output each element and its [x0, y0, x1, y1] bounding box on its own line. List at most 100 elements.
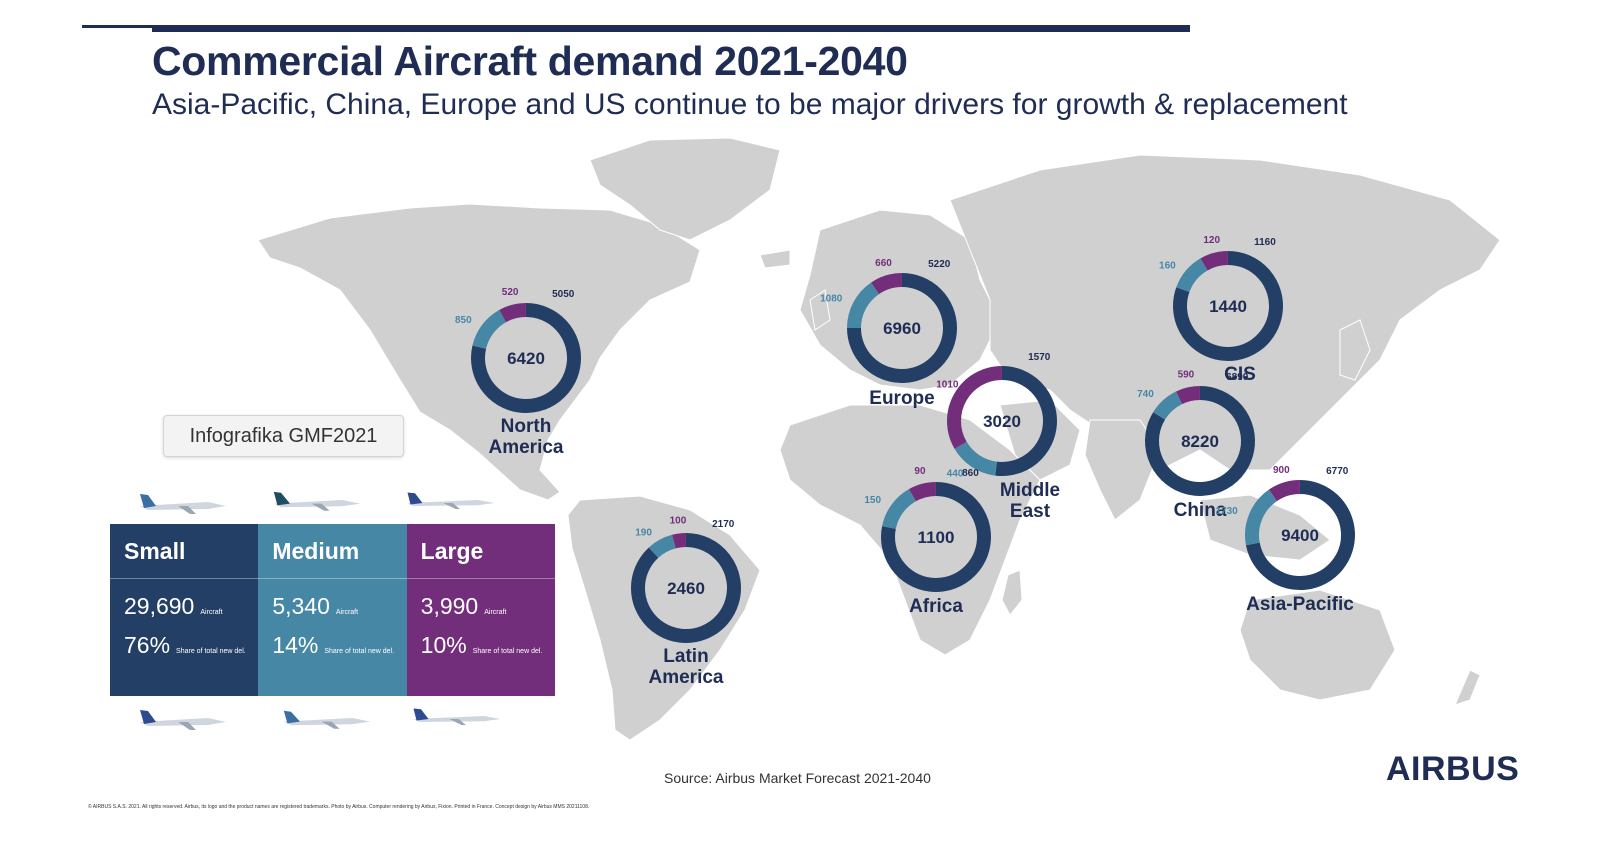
medium-aircraft-icon	[273, 491, 361, 511]
donut-segment-large	[1268, 480, 1301, 502]
donut-segment-medium	[1245, 489, 1278, 546]
region-label: East	[1010, 501, 1051, 522]
size-share-note: Share of total new del.	[472, 648, 543, 655]
map-se-asia	[1199, 494, 1331, 561]
size-share-note: Share of total new del.	[176, 648, 246, 655]
value-medium: 740	[1137, 389, 1154, 400]
donut-total: 8220	[1181, 432, 1219, 451]
donut-segment-small	[881, 482, 991, 592]
map-madagascar	[1001, 569, 1023, 616]
value-small: 2170	[712, 519, 735, 530]
size-name: Medium	[258, 524, 407, 579]
region-label: Europe	[869, 388, 934, 409]
small-aircraft-icon	[140, 710, 226, 730]
donut-segment-small	[1245, 480, 1355, 590]
size-count-unit: Aircraft	[335, 609, 359, 616]
map-australia	[1239, 589, 1396, 701]
donut-segment-medium	[472, 309, 507, 350]
size-column-small: Small 29,690 Aircraft 76% Share of total n…	[110, 524, 259, 696]
donut-total: 6960	[883, 319, 921, 338]
medium-aircraft-icon	[283, 710, 371, 729]
small-aircraft-icon	[140, 494, 226, 514]
airbus-logo: AIRBUS	[1386, 750, 1520, 788]
donut-segment-medium	[1153, 391, 1183, 420]
size-share-value: 14%	[272, 632, 319, 658]
donut-total: 1440	[1209, 297, 1247, 316]
size-name: Small	[110, 524, 259, 579]
size-share-note: Share of total new del.	[324, 648, 395, 655]
map-japan	[1339, 319, 1371, 381]
value-medium: 850	[455, 315, 472, 326]
size-count-unit: Aircraft	[484, 609, 507, 616]
size-share: 14% Share of total new del.	[258, 632, 406, 659]
large-aircraft-icon	[407, 492, 495, 509]
donut-asia-pacific: 9400 6770 1730 900 Asia-Pacific	[1216, 465, 1355, 615]
map-india	[1084, 419, 1161, 521]
map-new-zealand	[1454, 669, 1481, 706]
donut-total: 2460	[667, 579, 705, 598]
value-large: 1010	[936, 380, 959, 391]
region-label: America	[649, 667, 724, 688]
region-label: America	[489, 437, 564, 458]
size-count-value: 3,990	[420, 593, 479, 619]
donut-total: 9400	[1281, 526, 1319, 545]
donut-segment-small	[847, 273, 957, 383]
large-aircraft-icon	[413, 708, 501, 725]
value-large: 660	[875, 258, 892, 269]
donut-china: 8220 6890 740 590 China	[1137, 370, 1255, 521]
size-share: 10% Share of total new del.	[407, 632, 555, 659]
value-small: 860	[962, 468, 979, 479]
value-large: 120	[1203, 235, 1220, 246]
donut-africa: 1100 860 150 90 Africa	[864, 466, 991, 617]
page-title: Commercial Aircraft demand 2021-2040	[152, 38, 908, 84]
donut-segment-medium	[954, 441, 998, 476]
infographic-tooltip: Infografika GMF2021	[163, 415, 404, 457]
map-south-america	[567, 495, 761, 741]
header-rule-thick	[152, 25, 1190, 32]
value-small: 1570	[1028, 352, 1051, 363]
page-subtitle: Asia-Pacific, China, Europe and US conti…	[152, 88, 1348, 121]
value-small: 5050	[552, 289, 575, 300]
source-note: Source: Airbus Market Forecast 2021-2040	[664, 770, 931, 786]
region-label: China	[1174, 500, 1227, 521]
size-share-value: 10%	[420, 632, 467, 658]
map-greenland	[589, 137, 781, 241]
value-small: 6770	[1326, 466, 1349, 477]
size-name: Large	[406, 524, 555, 579]
donut-segment-large	[871, 273, 903, 295]
value-large: 900	[1273, 465, 1290, 476]
value-large: 100	[670, 516, 687, 527]
donut-segment-small	[1173, 251, 1283, 361]
value-medium: 150	[864, 495, 881, 506]
size-share-value: 76%	[124, 632, 171, 658]
size-count-value: 5,340	[272, 593, 330, 619]
region-label: Middle	[1000, 480, 1060, 501]
region-label: North	[501, 416, 552, 437]
size-column-medium: Medium 5,340 Aircraft 14% Share of total n…	[258, 524, 407, 696]
donut-cis: 1440 1160 160 120 CIS	[1159, 235, 1283, 385]
value-small: 6890	[1226, 372, 1249, 383]
value-small: 1160	[1254, 237, 1276, 248]
donut-segment-medium	[882, 489, 917, 530]
region-label: Latin	[663, 646, 708, 667]
donut-segment-large	[908, 482, 937, 502]
map-iceland	[759, 249, 791, 269]
region-label: Africa	[909, 596, 963, 617]
donut-total: 3020	[983, 412, 1021, 431]
value-medium: 160	[1159, 261, 1176, 272]
donut-segment-small	[631, 533, 741, 643]
donut-segment-large	[499, 303, 527, 323]
donut-segment-small	[1145, 386, 1255, 496]
size-share: 76% Share of total new del.	[110, 632, 258, 659]
donut-segment-medium	[1176, 258, 1208, 293]
value-large: 590	[1178, 370, 1195, 381]
donut-segment-small	[995, 366, 1057, 476]
donut-total: 6420	[507, 349, 545, 368]
donut-europe: 6960 5220 1080 660 Europe	[820, 258, 957, 409]
size-count-unit: Aircraft	[200, 609, 223, 616]
donut-segment-medium	[847, 282, 880, 329]
